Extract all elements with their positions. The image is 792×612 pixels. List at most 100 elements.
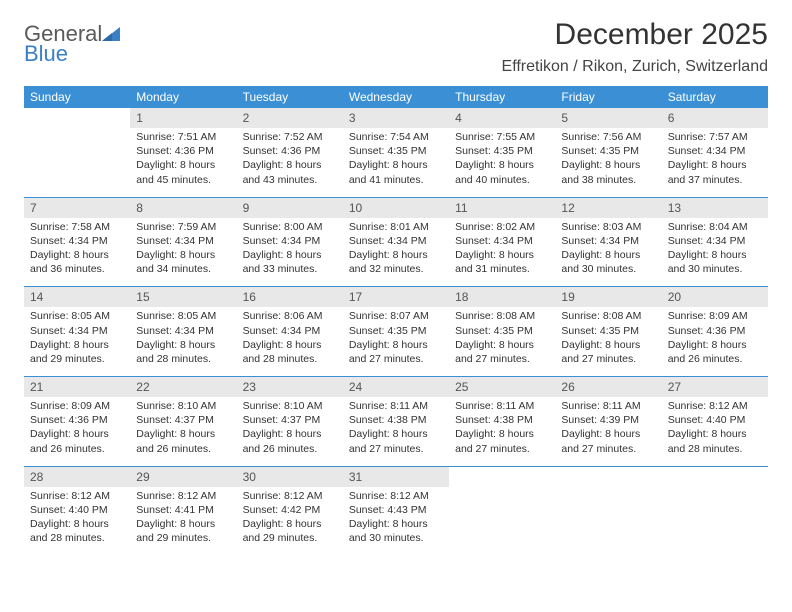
day-number: 31: [343, 467, 449, 487]
calendar-cell: 4Sunrise: 7:55 AMSunset: 4:35 PMDaylight…: [449, 108, 555, 197]
day-content: Sunrise: 8:03 AMSunset: 4:34 PMDaylight:…: [555, 218, 661, 287]
day-header: Friday: [555, 86, 661, 108]
day-dl2: and 37 minutes.: [668, 173, 762, 187]
day-dl1: Daylight: 8 hours: [243, 427, 337, 441]
calendar-cell: 30Sunrise: 8:12 AMSunset: 4:42 PMDayligh…: [237, 466, 343, 555]
day-content: Sunrise: 7:59 AMSunset: 4:34 PMDaylight:…: [130, 218, 236, 287]
day-sunrise: Sunrise: 8:09 AM: [30, 399, 124, 413]
day-dl2: and 27 minutes.: [455, 352, 549, 366]
day-sunrise: Sunrise: 8:12 AM: [349, 489, 443, 503]
day-number: 6: [662, 108, 768, 128]
day-sunset: Sunset: 4:38 PM: [455, 413, 549, 427]
calendar-cell: 29Sunrise: 8:12 AMSunset: 4:41 PMDayligh…: [130, 466, 236, 555]
day-number: 17: [343, 287, 449, 307]
day-sunset: Sunset: 4:34 PM: [668, 234, 762, 248]
calendar-cell: 31Sunrise: 8:12 AMSunset: 4:43 PMDayligh…: [343, 466, 449, 555]
day-dl2: and 31 minutes.: [455, 262, 549, 276]
day-dl1: Daylight: 8 hours: [243, 158, 337, 172]
day-dl1: Daylight: 8 hours: [668, 338, 762, 352]
day-content: Sunrise: 8:10 AMSunset: 4:37 PMDaylight:…: [130, 397, 236, 466]
day-content: Sunrise: 8:05 AMSunset: 4:34 PMDaylight:…: [130, 307, 236, 376]
day-sunrise: Sunrise: 8:10 AM: [243, 399, 337, 413]
day-sunrise: Sunrise: 8:12 AM: [136, 489, 230, 503]
day-content: Sunrise: 8:12 AMSunset: 4:40 PMDaylight:…: [662, 397, 768, 466]
calendar-cell: [449, 466, 555, 555]
day-dl2: and 27 minutes.: [455, 442, 549, 456]
day-sunset: Sunset: 4:34 PM: [243, 324, 337, 338]
calendar-table: Sunday Monday Tuesday Wednesday Thursday…: [24, 86, 768, 555]
day-content: Sunrise: 8:11 AMSunset: 4:38 PMDaylight:…: [343, 397, 449, 466]
day-content: Sunrise: 7:57 AMSunset: 4:34 PMDaylight:…: [662, 128, 768, 197]
day-sunrise: Sunrise: 8:04 AM: [668, 220, 762, 234]
day-sunset: Sunset: 4:35 PM: [455, 324, 549, 338]
day-number: 11: [449, 198, 555, 218]
day-sunset: Sunset: 4:40 PM: [668, 413, 762, 427]
day-sunset: Sunset: 4:39 PM: [561, 413, 655, 427]
day-sunrise: Sunrise: 8:03 AM: [561, 220, 655, 234]
day-number: 8: [130, 198, 236, 218]
day-dl1: Daylight: 8 hours: [30, 517, 124, 531]
day-sunrise: Sunrise: 8:05 AM: [136, 309, 230, 323]
day-sunset: Sunset: 4:35 PM: [349, 324, 443, 338]
day-number: 10: [343, 198, 449, 218]
day-number: 28: [24, 467, 130, 487]
calendar-cell: [555, 466, 661, 555]
day-number: 15: [130, 287, 236, 307]
day-sunset: Sunset: 4:38 PM: [349, 413, 443, 427]
day-dl1: Daylight: 8 hours: [30, 427, 124, 441]
day-sunrise: Sunrise: 7:55 AM: [455, 130, 549, 144]
day-number: 7: [24, 198, 130, 218]
day-dl2: and 27 minutes.: [561, 442, 655, 456]
day-content: Sunrise: 7:51 AMSunset: 4:36 PMDaylight:…: [130, 128, 236, 197]
day-dl2: and 32 minutes.: [349, 262, 443, 276]
day-sunset: Sunset: 4:34 PM: [243, 234, 337, 248]
day-content: Sunrise: 8:10 AMSunset: 4:37 PMDaylight:…: [237, 397, 343, 466]
day-content: Sunrise: 8:07 AMSunset: 4:35 PMDaylight:…: [343, 307, 449, 376]
day-number: 20: [662, 287, 768, 307]
calendar-cell: 3Sunrise: 7:54 AMSunset: 4:35 PMDaylight…: [343, 108, 449, 197]
logo-text: General Blue: [24, 24, 120, 64]
day-number: 4: [449, 108, 555, 128]
day-sunrise: Sunrise: 7:59 AM: [136, 220, 230, 234]
day-number: 9: [237, 198, 343, 218]
day-sunset: Sunset: 4:40 PM: [30, 503, 124, 517]
day-dl1: Daylight: 8 hours: [136, 158, 230, 172]
day-dl1: Daylight: 8 hours: [349, 338, 443, 352]
day-dl2: and 30 minutes.: [349, 531, 443, 545]
day-dl2: and 33 minutes.: [243, 262, 337, 276]
calendar-cell: [24, 108, 130, 197]
day-dl2: and 29 minutes.: [30, 352, 124, 366]
day-sunrise: Sunrise: 8:09 AM: [668, 309, 762, 323]
calendar-week: 28 Sunrise: 8:12 AM Sunset: 4:40 PMDayligh…: [24, 466, 768, 555]
day-dl1: Daylight: 8 hours: [561, 248, 655, 262]
day-sunset: Sunset: 4:34 PM: [30, 234, 124, 248]
calendar-cell: 12Sunrise: 8:03 AMSunset: 4:34 PMDayligh…: [555, 197, 661, 287]
day-dl1: Daylight: 8 hours: [561, 158, 655, 172]
day-sunrise: Sunrise: 7:52 AM: [243, 130, 337, 144]
day-dl2: and 34 minutes.: [136, 262, 230, 276]
day-dl2: and 28 minutes.: [668, 442, 762, 456]
month-title: December 2025: [502, 18, 768, 52]
day-sunset: Sunset: 4:34 PM: [136, 324, 230, 338]
day-sunset: Sunset: 4:36 PM: [668, 324, 762, 338]
day-dl1: Daylight: 8 hours: [349, 248, 443, 262]
calendar-week: 1Sunrise: 7:51 AMSunset: 4:36 PMDaylight…: [24, 108, 768, 197]
day-number: 18: [449, 287, 555, 307]
day-dl1: Daylight: 8 hours: [668, 427, 762, 441]
day-dl2: and 26 minutes.: [243, 442, 337, 456]
day-number: 29: [130, 467, 236, 487]
header: General Blue December 2025 Effretikon / …: [24, 18, 768, 76]
day-sunset: Sunset: 4:34 PM: [455, 234, 549, 248]
day-dl2: and 26 minutes.: [136, 442, 230, 456]
day-header: Tuesday: [237, 86, 343, 108]
calendar-cell: 15Sunrise: 8:05 AMSunset: 4:34 PMDayligh…: [130, 287, 236, 377]
day-content: Sunrise: 7:54 AMSunset: 4:35 PMDaylight:…: [343, 128, 449, 197]
calendar-cell: 1Sunrise: 7:51 AMSunset: 4:36 PMDaylight…: [130, 108, 236, 197]
title-block: December 2025 Effretikon / Rikon, Zurich…: [502, 18, 768, 76]
day-dl2: and 27 minutes.: [561, 352, 655, 366]
day-sunrise: Sunrise: 8:08 AM: [455, 309, 549, 323]
day-content: Sunrise: 7:55 AMSunset: 4:35 PMDaylight:…: [449, 128, 555, 197]
day-dl2: and 27 minutes.: [349, 442, 443, 456]
day-sunset: Sunset: 4:41 PM: [136, 503, 230, 517]
day-dl1: Daylight: 8 hours: [349, 158, 443, 172]
